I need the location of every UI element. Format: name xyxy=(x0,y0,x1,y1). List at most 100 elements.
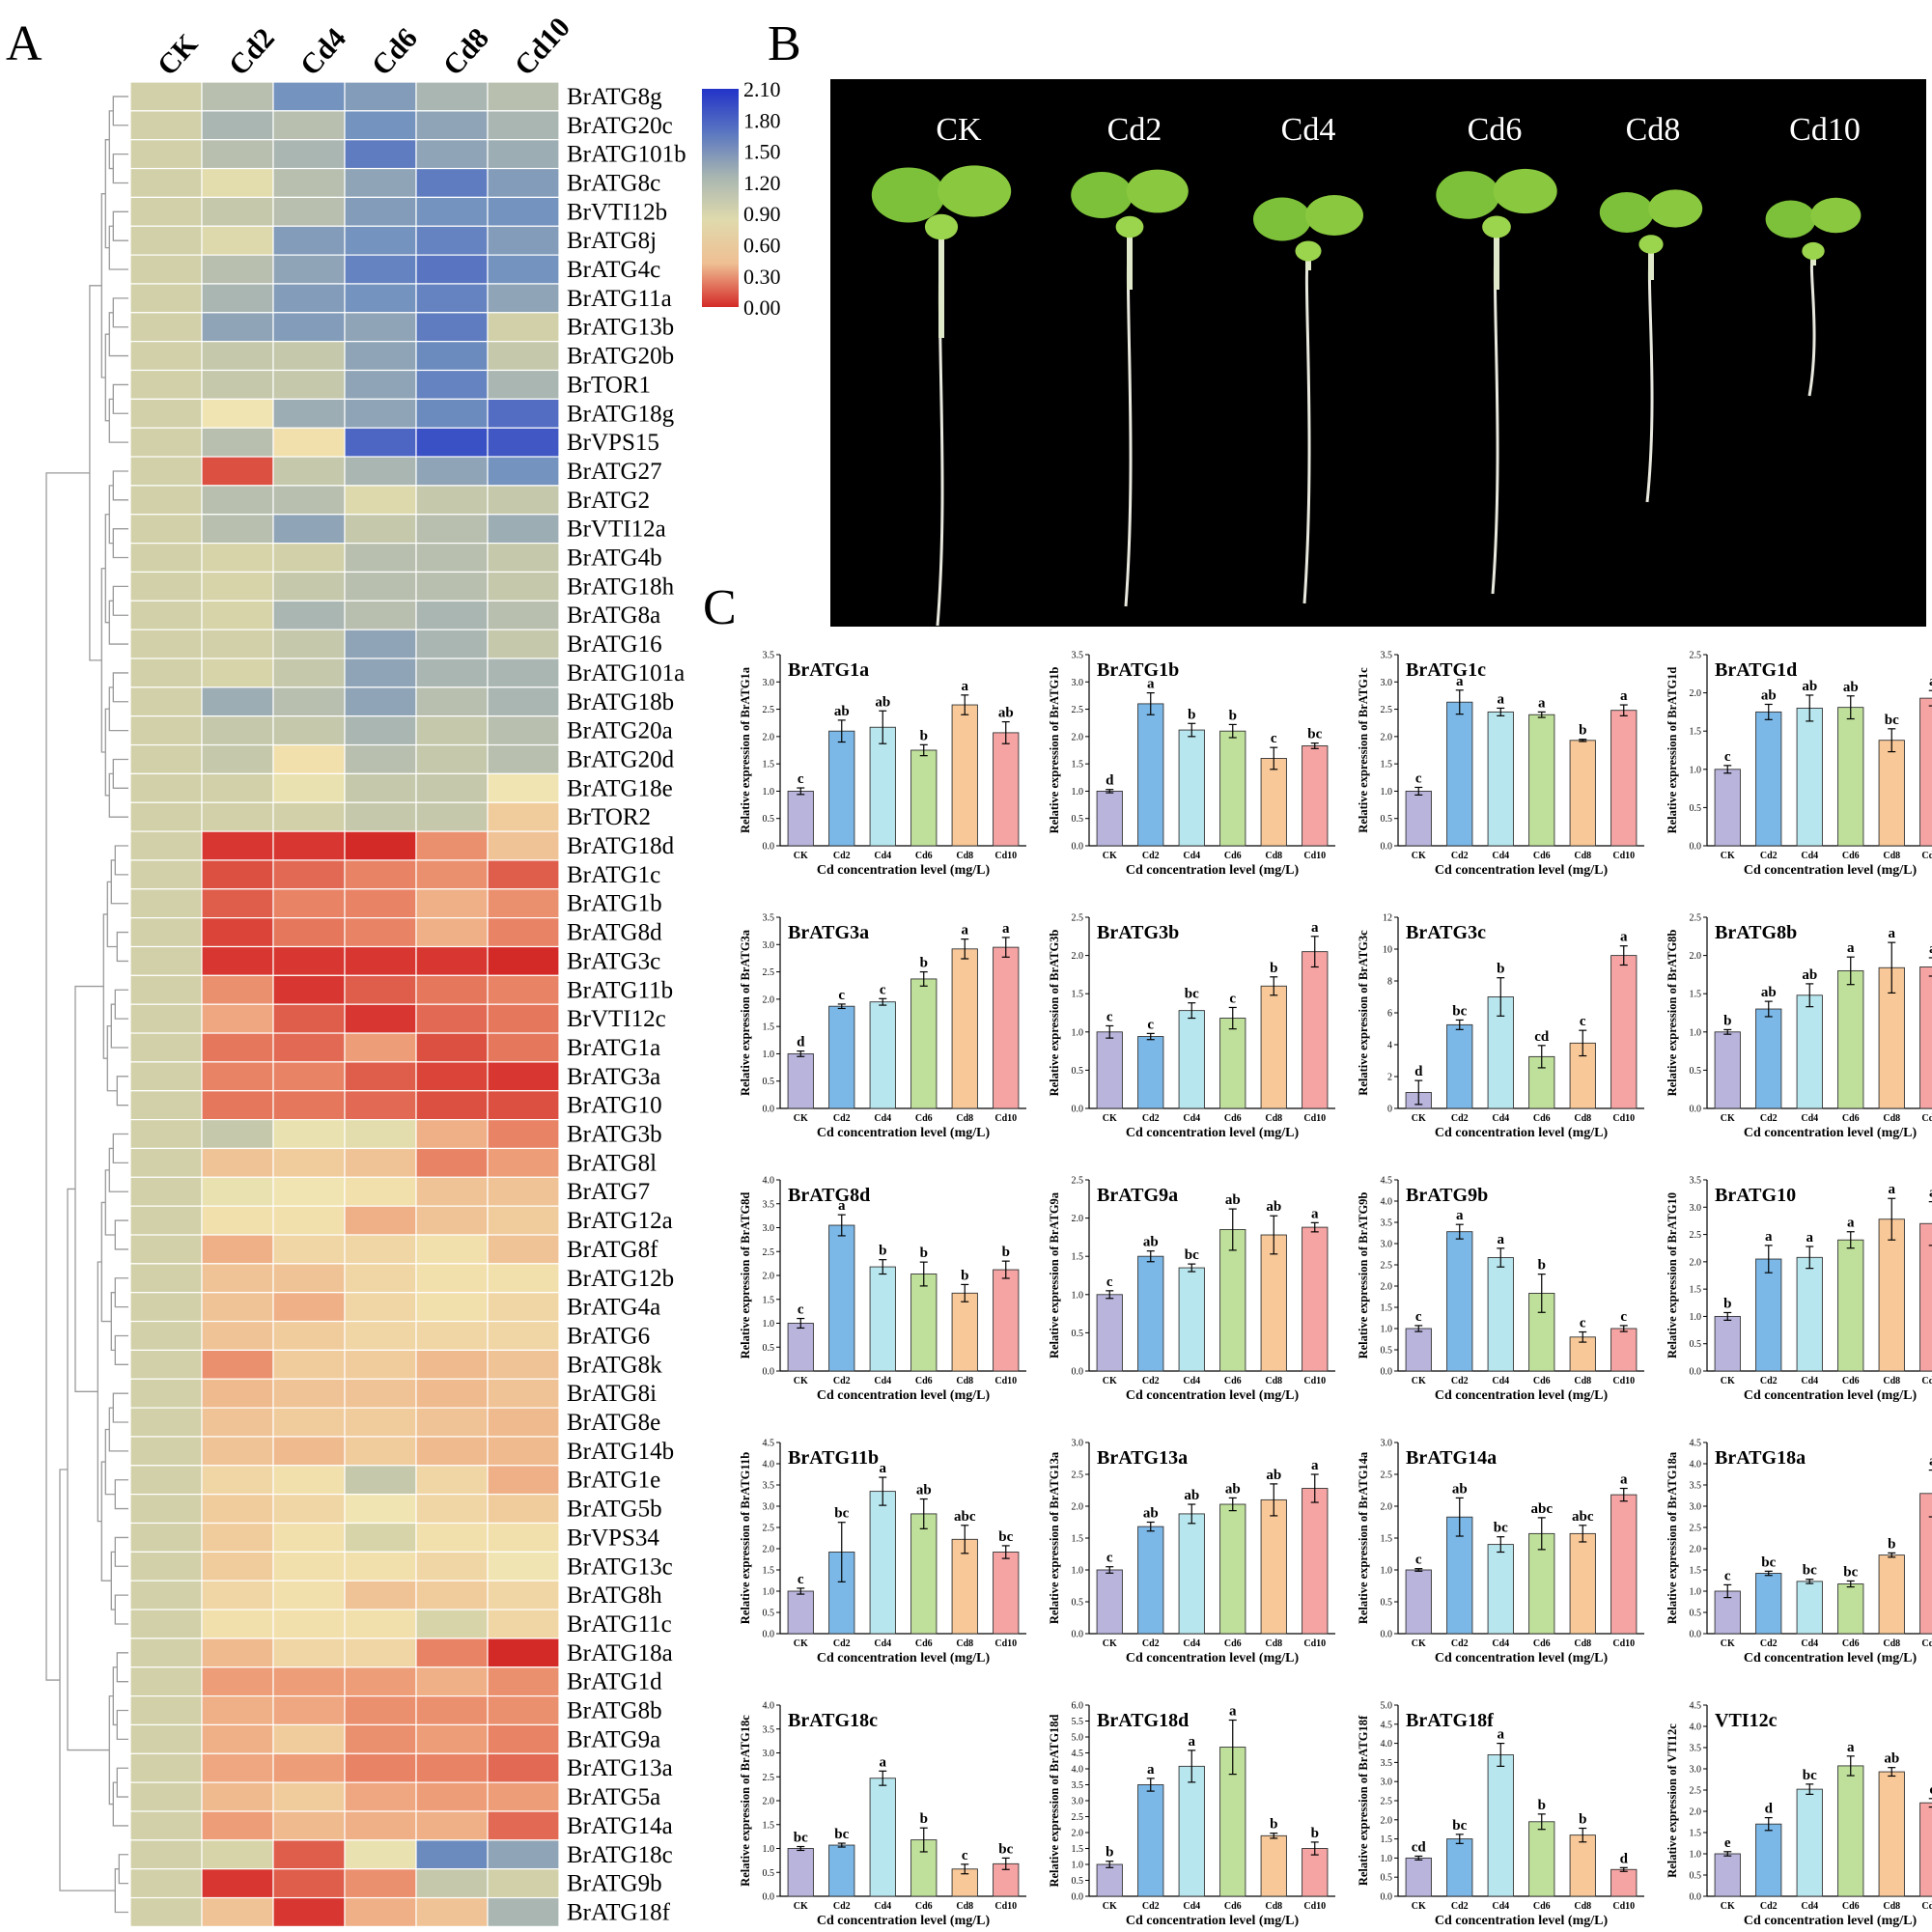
heatmap-cell xyxy=(201,1176,274,1207)
chart-significance-letter: abc xyxy=(1531,1501,1554,1517)
chart-significance-letter: bc xyxy=(1843,1564,1858,1580)
heatmap-cell xyxy=(201,427,274,458)
chart-significance-letter: bc xyxy=(1452,1003,1467,1019)
chart-significance-letter: a xyxy=(1806,1230,1814,1246)
heatmap-cell xyxy=(129,658,203,688)
chart-y-tick-label: 2.5 xyxy=(1690,913,1702,924)
chart-bar xyxy=(1260,758,1287,847)
chart-y-tick-label: 0.0 xyxy=(1381,1630,1393,1640)
heatmap-cell xyxy=(487,1378,560,1409)
chart-significance-letter: ab xyxy=(875,694,890,710)
heatmap-cell xyxy=(129,830,203,861)
chart-y-tick-label: 2.0 xyxy=(763,994,775,1005)
heatmap-cell xyxy=(415,485,489,516)
chart-y-tick-label: 1.5 xyxy=(1072,1844,1084,1855)
chart-significance-letter: ab xyxy=(1761,687,1777,703)
chart-bar xyxy=(1755,711,1782,847)
heatmap-cell xyxy=(344,600,417,630)
heatmap-cell xyxy=(272,945,346,976)
heatmap-cell xyxy=(344,1609,417,1639)
bar-chart: 0.0 0.5 1.0 1.5 2.0 2.5 3.0 3.5 4.0 BrATG18c Relat… xyxy=(739,1701,1026,1928)
chart-category-label: Cd8 xyxy=(956,1113,973,1124)
chart-y-tick-label: 0.5 xyxy=(763,1609,775,1619)
chart-bar xyxy=(1755,1823,1782,1897)
heatmap-row-label: BrATG4c xyxy=(567,257,660,283)
heatmap-cell xyxy=(129,1205,203,1236)
chart-y-tick-label: 2.5 xyxy=(1072,1176,1084,1187)
chart-category-label: Cd4 xyxy=(1801,1638,1818,1649)
chart-significance-letter: c xyxy=(1620,1309,1627,1325)
heatmap-cell xyxy=(487,571,560,602)
chart-significance-letter: b xyxy=(1497,962,1504,977)
heatmap-cell xyxy=(344,686,417,717)
chart-title: BrATG3c xyxy=(1406,922,1486,943)
dendrogram-branch xyxy=(114,1594,128,1625)
heatmap-cell xyxy=(487,600,560,630)
heatmap-cell xyxy=(487,1436,560,1467)
heatmap-cell xyxy=(415,1090,489,1121)
chart-bar xyxy=(951,1292,978,1372)
chart-y-tick-label: 2.0 xyxy=(1690,1807,1702,1818)
heatmap-row-label: BrATG1c xyxy=(567,862,660,888)
chart-y-tick-label: 3.0 xyxy=(1690,1765,1702,1776)
chart-y-tick-label: 0.0 xyxy=(763,1367,775,1378)
heatmap-cell xyxy=(487,139,560,170)
chart-y-tick-label: 4.0 xyxy=(1381,1739,1393,1750)
chart-x-label: Cd concentration level (mg/L) xyxy=(1744,1914,1918,1928)
heatmap-cell xyxy=(201,1609,274,1639)
heatmap-cell xyxy=(129,341,203,372)
heatmap-cell xyxy=(344,110,417,141)
plant-leaf xyxy=(1482,215,1511,238)
heatmap-cell xyxy=(129,1147,203,1178)
chart-y-tick-label: 3.5 xyxy=(1072,1780,1084,1791)
heatmap-cell xyxy=(487,196,560,227)
heatmap-row-label: BrATG20d xyxy=(567,746,675,772)
heatmap-cell xyxy=(129,254,203,285)
chart-category-label: CK xyxy=(1412,1638,1426,1649)
heatmap-cell xyxy=(129,1032,203,1063)
chart-y-tick-label: 0.5 xyxy=(1690,1066,1702,1077)
dendrogram-branch xyxy=(116,931,128,963)
chart-y-tick-label: 3.0 xyxy=(1690,1203,1702,1214)
heatmap-cell xyxy=(272,1781,346,1812)
chart-y-tick-label: 0.5 xyxy=(763,1343,775,1354)
heatmap-cell xyxy=(415,830,489,861)
chart-y-tick-label: 1.0 xyxy=(1072,1027,1084,1038)
chart-y-tick-label: 2.5 xyxy=(763,705,775,715)
chart-bar xyxy=(1610,1868,1638,1897)
colorbar-tick-label: 0.90 xyxy=(743,202,781,226)
heatmap-cell xyxy=(272,110,346,141)
heatmap-cell xyxy=(344,1234,417,1265)
heatmap-cell xyxy=(487,81,560,112)
chart-y-tick-label: 3.0 xyxy=(1072,678,1084,688)
chart-y-tick-label: 1.0 xyxy=(1381,787,1393,798)
chart-significance-letter: a xyxy=(1189,1734,1196,1750)
heatmap-cell xyxy=(129,167,203,199)
chart-x-label: Cd concentration level (mg/L) xyxy=(1744,863,1918,878)
heatmap-cell xyxy=(201,1407,274,1438)
chart-category-label: Cd10 xyxy=(1303,1376,1326,1386)
chart-x-label: Cd concentration level (mg/L) xyxy=(1744,1651,1918,1666)
chart-category-label: Cd2 xyxy=(833,851,851,861)
dendrogram-branch xyxy=(114,845,128,876)
heatmap-row-label: BrATG9b xyxy=(567,1871,662,1897)
photo-label: Cd8 xyxy=(1626,112,1681,148)
heatmap-cell xyxy=(272,1436,346,1467)
chart-y-label: Relative expression of BrATG3a xyxy=(739,929,752,1096)
chart-y-tick-label: 1.0 xyxy=(1690,1312,1702,1323)
heatmap-cell xyxy=(344,1868,417,1899)
chart-bar xyxy=(1837,1765,1864,1897)
chart-significance-letter: c xyxy=(880,982,886,997)
heatmap-cell xyxy=(344,1551,417,1582)
chart-category-label: Cd10 xyxy=(994,1113,1017,1124)
chart-category-label: Cd6 xyxy=(1842,851,1860,861)
chart-bar xyxy=(1919,1802,1932,1897)
heatmap-cell xyxy=(272,1234,346,1265)
heatmap-cell xyxy=(344,1580,417,1610)
heatmap-cell xyxy=(272,1407,346,1438)
heatmap-cell xyxy=(344,1781,417,1812)
heatmap-cell xyxy=(487,1349,560,1380)
chart-bar xyxy=(1528,1821,1555,1897)
dendrogram-branch xyxy=(100,1201,112,1323)
chart-significance-letter: bc xyxy=(1885,713,1899,728)
